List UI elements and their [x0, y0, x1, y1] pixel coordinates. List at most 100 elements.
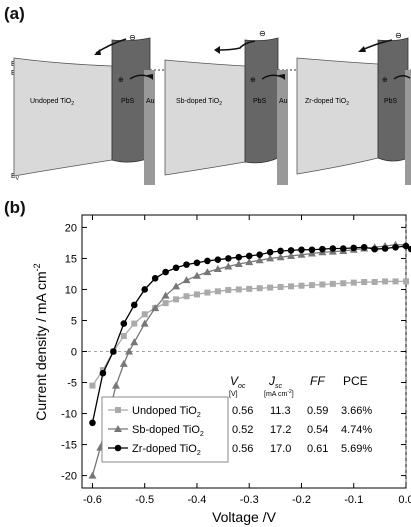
series-layer [88, 240, 411, 479]
data-point [151, 304, 160, 312]
data-point [193, 259, 201, 267]
y-tick-label: -10 [61, 409, 77, 421]
y-tick-label: -20 [61, 471, 77, 483]
data-point [224, 262, 233, 270]
x-axis-label: Voltage /V [212, 509, 276, 525]
data-point [361, 279, 368, 286]
panel-b-label: (b) [4, 198, 26, 217]
data-point [382, 278, 389, 285]
y-tick-label: -15 [61, 440, 77, 452]
tio2-label-zr: Zr-doped TiO2 [305, 98, 349, 107]
data-point [329, 280, 336, 287]
series-circle [89, 242, 411, 427]
y-tick-label: 15 [65, 253, 77, 265]
voc-value: 0.56 [232, 405, 253, 417]
data-point [173, 296, 180, 303]
x-tick-label: -0.1 [344, 494, 363, 506]
data-point [119, 359, 128, 367]
data-point [88, 471, 97, 479]
ev-label: EV [11, 173, 20, 182]
au-label: Au [279, 98, 288, 105]
data-point [183, 261, 190, 268]
data-point [234, 260, 243, 268]
jsc-value: 11.3 [270, 405, 291, 417]
data-point [162, 300, 169, 307]
legend-marker [114, 444, 122, 452]
data-point [162, 268, 169, 276]
voc-value: 0.52 [232, 424, 253, 436]
jsc-value: 17.2 [270, 424, 291, 436]
pce-value: 3.66% [341, 405, 372, 417]
legend-row: Undoped TiO2 0.56 11.3 0.59 3.66% [108, 405, 372, 419]
data-point [329, 245, 337, 252]
legend-entry-label: Zr-doped TiO2 [132, 443, 201, 457]
y-tick-label: 10 [65, 284, 77, 296]
data-point [120, 320, 128, 327]
data-point [141, 311, 148, 318]
ff-value: 0.54 [307, 424, 328, 436]
axis-ticks: -0.6 -0.5 -0.4 -0.3 -0.2 -0.1 0.0 20 15 10 5 0 -5 -10… [61, 215, 411, 506]
electron-icon: ⊖ [129, 33, 136, 42]
band-diagram-undoped: Undoped TiO2 PbS Au ⊖ ⊕ [13, 33, 155, 185]
pbs-label: PbS [253, 98, 267, 105]
data-point [308, 246, 316, 254]
data-point [172, 264, 180, 272]
data-point [225, 287, 232, 294]
data-point [267, 284, 274, 291]
data-point [130, 338, 139, 346]
data-point [407, 245, 411, 253]
data-point [120, 332, 127, 339]
ff-value: 0.61 [307, 443, 328, 455]
data-point [225, 255, 232, 262]
data-point [340, 280, 347, 287]
data-point [214, 256, 222, 263]
hole-icon: ⊕ [250, 77, 256, 84]
data-point [381, 245, 389, 252]
hole-icon: ⊕ [382, 77, 388, 84]
band-diagram-sb-doped: Sb-doped TiO2 PbS Au ⊖ ⊕ [164, 29, 288, 185]
y-tick-label: 5 [71, 315, 77, 327]
data-point [339, 245, 347, 252]
au-label: Au [146, 98, 155, 105]
legend-marker [115, 407, 121, 413]
ff-header: FF [310, 374, 325, 388]
data-point [319, 245, 326, 253]
data-point [403, 278, 409, 285]
x-tick-label: -0.5 [135, 494, 154, 506]
series-square [89, 278, 409, 389]
data-point [141, 286, 149, 293]
voc-header: Voc [230, 374, 246, 390]
data-point [266, 254, 275, 262]
data-point [235, 286, 242, 293]
data-point [360, 243, 368, 251]
x-tick-label: -0.4 [187, 494, 206, 506]
x-tick-label: -0.2 [292, 494, 311, 506]
y-axis-label: Current density / mA cm-2 [32, 263, 49, 420]
data-point [151, 274, 159, 282]
data-point [99, 369, 107, 377]
voc-unit: [V] [229, 391, 238, 398]
data-point [350, 244, 358, 252]
data-point [245, 258, 254, 266]
electron-arrow [217, 40, 256, 51]
data-point [182, 276, 191, 284]
hole-icon: ⊕ [118, 77, 124, 84]
data-point [319, 281, 326, 288]
tio2-label-sb: Sb-doped TiO2 [176, 98, 222, 107]
x-tick-label: -0.3 [240, 494, 259, 506]
data-point [277, 247, 284, 255]
data-point [287, 251, 296, 259]
data-point [371, 245, 378, 253]
pce-value: 4.74% [341, 424, 372, 436]
data-point [371, 279, 378, 286]
voc-value: 0.56 [232, 443, 253, 455]
data-point [214, 288, 221, 295]
data-point [350, 279, 357, 286]
data-point [256, 285, 263, 292]
legend-entry-label: Undoped TiO2 [132, 405, 201, 419]
data-point [140, 319, 149, 327]
data-point [161, 291, 170, 299]
panel-a-label: (a) [4, 4, 25, 23]
band-diagram-zr-doped: Zr-doped TiO2 PbS ⊖ ⊕ [296, 31, 411, 185]
